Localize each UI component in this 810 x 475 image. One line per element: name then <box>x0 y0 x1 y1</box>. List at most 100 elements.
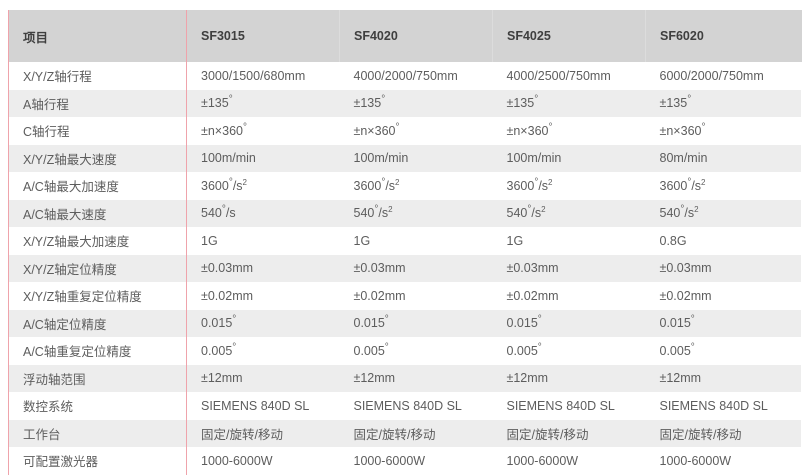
table-cell: 540°/s2 <box>339 199 493 227</box>
row-label: A/C轴定位精度 <box>8 309 187 337</box>
table-cell: 1G <box>492 227 646 255</box>
table-cell: 100m/min <box>186 144 340 172</box>
table-cell: 固定/旋转/移动 <box>339 419 493 447</box>
table-cell: ±0.02mm <box>186 282 340 310</box>
table-row: A/C轴最大加速度 3600°/s2 3600°/s2 3600°/s2 3600°/s… <box>8 172 802 200</box>
table-cell: 0.015° <box>339 309 493 337</box>
column-header-sf4025: SF4025 <box>492 10 646 62</box>
table-cell: ±135° <box>492 89 646 117</box>
table-cell: 1000-6000W <box>339 447 493 475</box>
table-cell: 0.005° <box>339 337 493 365</box>
table-cell: ±0.02mm <box>492 282 646 310</box>
table-row: X/Y/Z轴最大加速度 1G 1G 1G 0.8G <box>8 227 802 255</box>
table-row: 工作台 固定/旋转/移动 固定/旋转/移动 固定/旋转/移动 固定/旋转/移动 <box>8 419 802 447</box>
table-cell: 固定/旋转/移动 <box>645 419 802 447</box>
table-cell: 1G <box>339 227 493 255</box>
row-label: X/Y/Z轴最大加速度 <box>8 227 187 255</box>
table-cell: 1G <box>186 227 340 255</box>
table-row: X/Y/Z轴定位精度 ±0.03mm ±0.03mm ±0.03mm ±0.03mm <box>8 254 802 282</box>
table-cell: SIEMENS 840D SL <box>339 392 493 420</box>
table-cell: 3600°/s2 <box>492 172 646 200</box>
table-cell: 固定/旋转/移动 <box>186 419 340 447</box>
table-cell: ±0.03mm <box>186 254 340 282</box>
table-cell: 1000-6000W <box>186 447 340 475</box>
table-header: 项目 SF3015 SF4020 SF4025 SF6020 <box>8 10 802 62</box>
table-cell: 4000/2000/750mm <box>339 62 493 90</box>
table-row: X/Y/Z轴最大速度 100m/min 100m/min 100m/min 80m/mi… <box>8 144 802 172</box>
table-cell: 4000/2500/750mm <box>492 62 646 90</box>
table-cell: 100m/min <box>492 144 646 172</box>
row-label: 工作台 <box>8 419 187 447</box>
column-header-item: 项目 <box>8 10 187 62</box>
row-label: 可配置激光器 <box>8 447 187 475</box>
table-cell: SIEMENS 840D SL <box>186 392 340 420</box>
table-cell: 固定/旋转/移动 <box>492 419 646 447</box>
table-cell: ±0.02mm <box>645 282 802 310</box>
table-cell: 0.005° <box>186 337 340 365</box>
row-label: A/C轴最大速度 <box>8 199 187 227</box>
table-cell: 0.015° <box>186 309 340 337</box>
specification-table-container: 项目 SF3015 SF4020 SF4025 SF6020 X/Y/Z轴行程 3… <box>8 10 802 475</box>
row-label: A轴行程 <box>8 89 187 117</box>
table-row: X/Y/Z轴重复定位精度 ±0.02mm ±0.02mm ±0.02mm ±0.02mm <box>8 282 802 310</box>
table-cell: 540°/s2 <box>645 199 802 227</box>
table-cell: 1000-6000W <box>645 447 802 475</box>
table-cell: ±n×360° <box>645 117 802 145</box>
table-cell: ±n×360° <box>492 117 646 145</box>
table-cell: SIEMENS 840D SL <box>645 392 802 420</box>
table-row: A/C轴定位精度 0.015° 0.015° 0.015° 0.015° <box>8 309 802 337</box>
table-cell: 0.005° <box>492 337 646 365</box>
specification-table: 项目 SF3015 SF4020 SF4025 SF6020 X/Y/Z轴行程 3… <box>8 10 802 475</box>
row-label: X/Y/Z轴定位精度 <box>8 254 187 282</box>
column-header-sf6020: SF6020 <box>645 10 802 62</box>
row-label: X/Y/Z轴最大速度 <box>8 144 187 172</box>
table-cell: 6000/2000/750mm <box>645 62 802 90</box>
table-cell: 100m/min <box>339 144 493 172</box>
table-cell: ±n×360° <box>186 117 340 145</box>
table-cell: ±12mm <box>492 364 646 392</box>
table-row: 浮动轴范围 ±12mm ±12mm ±12mm ±12mm <box>8 364 802 392</box>
table-cell: ±n×360° <box>339 117 493 145</box>
column-header-sf3015: SF3015 <box>186 10 340 62</box>
table-cell: 0.015° <box>492 309 646 337</box>
table-row: C轴行程 ±n×360° ±n×360° ±n×360° ±n×360° <box>8 117 802 145</box>
table-cell: 0.8G <box>645 227 802 255</box>
table-header-row: 项目 SF3015 SF4020 SF4025 SF6020 <box>8 10 802 62</box>
table-cell: 0.015° <box>645 309 802 337</box>
table-cell: 3000/1500/680mm <box>186 62 340 90</box>
table-row: 数控系统 SIEMENS 840D SL SIEMENS 840D SL SIEMEN… <box>8 392 802 420</box>
table-cell: ±135° <box>339 89 493 117</box>
table-row: 可配置激光器 1000-6000W 1000-6000W 1000-6000W 1000… <box>8 447 802 475</box>
table-cell: ±135° <box>645 89 802 117</box>
table-row: A/C轴最大速度 540°/s 540°/s2 540°/s2 540°/s2 <box>8 199 802 227</box>
table-cell: 3600°/s2 <box>645 172 802 200</box>
table-row: A轴行程 ±135° ±135° ±135° ±135° <box>8 89 802 117</box>
row-label: A/C轴最大加速度 <box>8 172 187 200</box>
row-label: 浮动轴范围 <box>8 364 187 392</box>
table-cell: ±0.02mm <box>339 282 493 310</box>
row-label: X/Y/Z轴重复定位精度 <box>8 282 187 310</box>
table-body: X/Y/Z轴行程 3000/1500/680mm 4000/2000/750mm 40… <box>8 62 802 475</box>
table-cell: ±0.03mm <box>492 254 646 282</box>
table-cell: 0.005° <box>645 337 802 365</box>
table-cell: 1000-6000W <box>492 447 646 475</box>
row-label: A/C轴重复定位精度 <box>8 337 187 365</box>
table-cell: 80m/min <box>645 144 802 172</box>
table-cell: ±12mm <box>186 364 340 392</box>
table-row: X/Y/Z轴行程 3000/1500/680mm 4000/2000/750mm 40… <box>8 62 802 90</box>
table-cell: 3600°/s2 <box>339 172 493 200</box>
table-cell: SIEMENS 840D SL <box>492 392 646 420</box>
table-cell: 540°/s2 <box>492 199 646 227</box>
row-label: 数控系统 <box>8 392 187 420</box>
table-cell: ±0.03mm <box>645 254 802 282</box>
table-row: A/C轴重复定位精度 0.005° 0.005° 0.005° 0.005° <box>8 337 802 365</box>
table-cell: ±12mm <box>645 364 802 392</box>
row-label: X/Y/Z轴行程 <box>8 62 187 90</box>
table-cell: ±0.03mm <box>339 254 493 282</box>
table-cell: ±12mm <box>339 364 493 392</box>
table-cell: 540°/s <box>186 199 340 227</box>
table-cell: 3600°/s2 <box>186 172 340 200</box>
table-cell: ±135° <box>186 89 340 117</box>
row-label: C轴行程 <box>8 117 187 145</box>
column-header-sf4020: SF4020 <box>339 10 493 62</box>
